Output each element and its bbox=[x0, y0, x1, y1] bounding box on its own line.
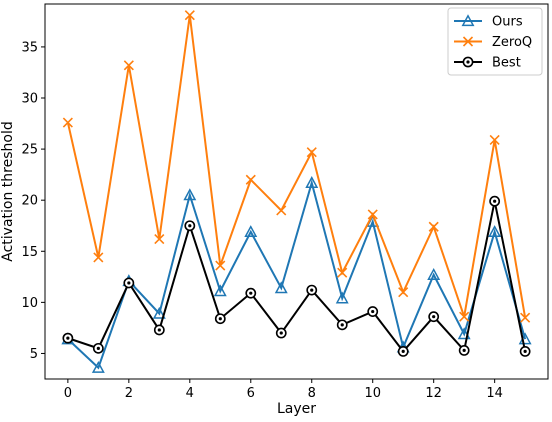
data-point-best bbox=[62, 332, 74, 344]
series-best bbox=[62, 195, 531, 357]
legend-item-ours: Ours bbox=[454, 14, 523, 30]
y-tick-label: 20 bbox=[21, 194, 38, 209]
data-point-best bbox=[489, 195, 501, 207]
data-point-best bbox=[153, 324, 165, 336]
data-point-zeroq bbox=[398, 287, 409, 298]
data-point-zeroq bbox=[367, 209, 378, 220]
x-tick-label: 4 bbox=[186, 386, 194, 401]
x-tick-label: 2 bbox=[125, 386, 133, 401]
y-tick-label: 5 bbox=[30, 347, 38, 362]
series-ours bbox=[61, 176, 532, 373]
data-point-ours bbox=[335, 291, 349, 304]
legend-marker-ours bbox=[461, 14, 475, 27]
y-axis-label: Activation threshold bbox=[0, 121, 16, 261]
legend-marker-best bbox=[462, 56, 474, 68]
data-point-best bbox=[275, 327, 287, 339]
data-point-zeroq bbox=[489, 134, 500, 145]
data-point-zeroq bbox=[337, 267, 348, 278]
data-point-zeroq bbox=[62, 117, 73, 128]
y-tick-label: 25 bbox=[21, 143, 38, 158]
data-point-best bbox=[367, 306, 379, 317]
x-tick-label: 0 bbox=[64, 386, 72, 401]
x-axis-label: Layer bbox=[277, 401, 316, 417]
legend: Ours ZeroQ Best bbox=[447, 7, 543, 76]
data-point-zeroq bbox=[306, 147, 317, 158]
x-tick-label: 14 bbox=[486, 386, 503, 401]
data-point-zeroq bbox=[459, 311, 470, 322]
y-tick-label: 10 bbox=[21, 296, 38, 311]
data-point-zeroq bbox=[184, 10, 195, 21]
data-point-zeroq bbox=[93, 252, 104, 263]
data-point-ours bbox=[91, 360, 105, 373]
x-tick-label: 8 bbox=[308, 386, 316, 401]
series-zeroq bbox=[62, 10, 531, 323]
data-point-zeroq bbox=[154, 233, 165, 245]
ticks: 0 2 4 6 8 10 12 14 5 10 15 20 25 30 35 bbox=[21, 40, 502, 401]
data-point-ours bbox=[183, 188, 197, 201]
legend-label-best: Best bbox=[492, 56, 521, 71]
y-tick-label: 15 bbox=[21, 245, 38, 260]
data-point-ours bbox=[244, 225, 258, 238]
y-tick-label: 35 bbox=[21, 40, 38, 55]
x-tick-label: 6 bbox=[247, 386, 255, 401]
data-point-zeroq bbox=[276, 205, 287, 216]
data-point-best bbox=[336, 319, 348, 331]
y-tick-label: 30 bbox=[21, 92, 38, 107]
data-point-ours bbox=[488, 225, 502, 238]
x-tick-label: 12 bbox=[425, 386, 442, 401]
series-line-best bbox=[67, 201, 527, 353]
data-point-best bbox=[428, 311, 440, 323]
data-point-zeroq bbox=[428, 221, 439, 232]
data-point-best bbox=[458, 344, 470, 356]
data-point-best bbox=[306, 284, 318, 296]
data-point-best bbox=[184, 220, 196, 232]
x-tick-label: 10 bbox=[364, 386, 381, 401]
legend-marker-zeroq bbox=[462, 36, 474, 47]
data-point-zeroq bbox=[215, 260, 226, 271]
data-point-best bbox=[123, 277, 135, 289]
data-point-best bbox=[92, 342, 104, 354]
data-point-zeroq bbox=[245, 174, 256, 185]
data-point-best bbox=[519, 346, 531, 357]
data-point-best bbox=[245, 287, 257, 299]
legend-items: Ours ZeroQ Best bbox=[454, 14, 532, 71]
series-line-ours bbox=[67, 179, 527, 370]
legend-label-zeroq: ZeroQ bbox=[492, 35, 532, 50]
data-point-zeroq bbox=[123, 60, 134, 71]
series-line-zeroq bbox=[66, 15, 527, 318]
data-point-best bbox=[397, 346, 409, 357]
data-point-zeroq bbox=[520, 312, 531, 323]
legend-item-best: Best bbox=[454, 56, 521, 71]
legend-label-ours: Ours bbox=[492, 15, 523, 30]
data-point-ours bbox=[305, 176, 319, 188]
data-point-ours bbox=[152, 306, 166, 319]
data-point-ours bbox=[427, 267, 441, 280]
data-point-ours bbox=[274, 281, 288, 294]
series-lines bbox=[61, 10, 532, 373]
data-point-ours bbox=[213, 284, 227, 297]
data-point-best bbox=[214, 313, 226, 325]
legend-item-zeroq: ZeroQ bbox=[454, 35, 532, 50]
